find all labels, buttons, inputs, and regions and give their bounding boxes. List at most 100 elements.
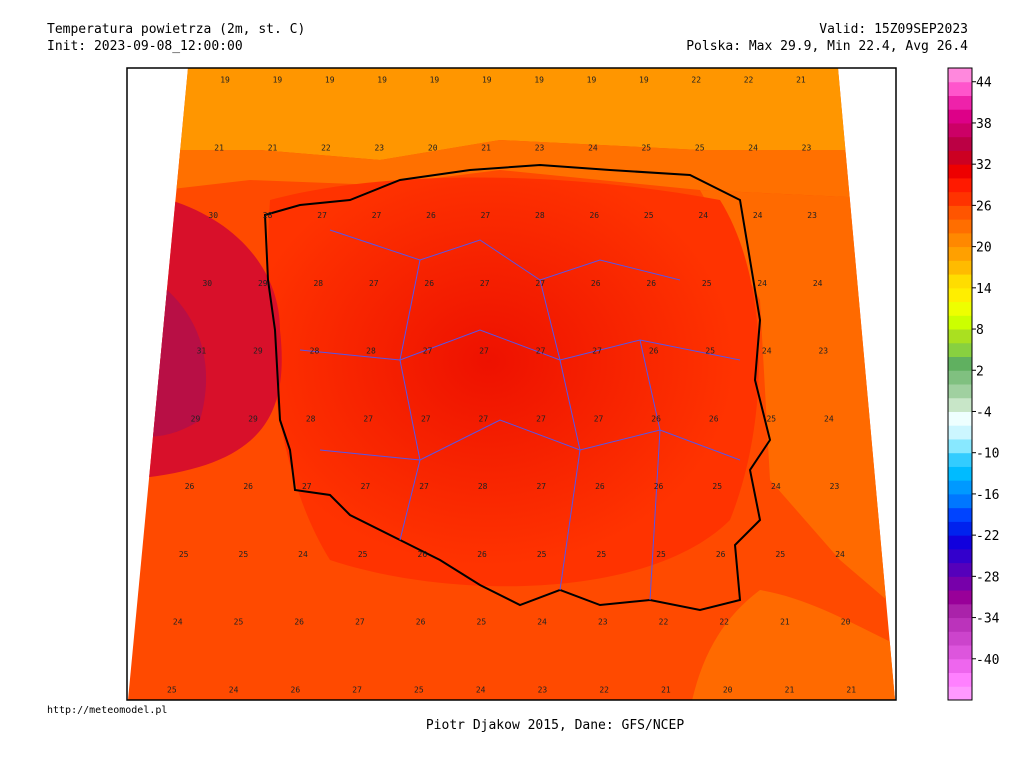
colorbar-segment bbox=[948, 617, 972, 632]
map-value: 24 bbox=[698, 211, 708, 220]
colorbar-segment bbox=[948, 562, 972, 577]
map-value: 23 bbox=[538, 686, 548, 695]
map-value: 25 bbox=[477, 618, 487, 627]
colorbar-label: -22 bbox=[976, 529, 999, 544]
map-value: 27 bbox=[363, 414, 373, 423]
init-time: Init: 2023-09-08_12:00:00 bbox=[47, 39, 243, 54]
map-value: 26 bbox=[426, 211, 436, 220]
map-value: 26 bbox=[424, 279, 434, 288]
map-value: 25 bbox=[597, 550, 607, 559]
colorbar-label: 2 bbox=[976, 364, 984, 379]
map-value: 27 bbox=[419, 482, 429, 491]
map-value: 24 bbox=[753, 211, 763, 220]
colorbar-label: -10 bbox=[976, 447, 999, 462]
map-value: 20 bbox=[428, 143, 438, 152]
map-value: 26 bbox=[591, 279, 601, 288]
colorbar-frame bbox=[947, 67, 973, 701]
stats: Polska: Max 29.9, Min 22.4, Avg 26.4 bbox=[686, 39, 968, 54]
colorbar-segment bbox=[948, 535, 972, 550]
poland-border bbox=[263, 163, 772, 612]
map-value: 25 bbox=[358, 550, 368, 559]
colorbar-segment bbox=[948, 645, 972, 660]
colorbar-segment bbox=[948, 452, 972, 467]
map-value: 27 bbox=[302, 482, 312, 491]
valid-time: Valid: 15Z09SEP2023 bbox=[819, 22, 968, 37]
map-value: 20 bbox=[841, 618, 851, 627]
map-value: 29 bbox=[253, 347, 263, 356]
colorbar-segment bbox=[948, 493, 972, 509]
map-value: 24 bbox=[835, 550, 845, 559]
map-value: 26 bbox=[595, 482, 605, 491]
map-value: 27 bbox=[479, 347, 489, 356]
colorbar-segment bbox=[948, 466, 972, 481]
map-value: 27 bbox=[421, 414, 431, 423]
colorbar-label: 38 bbox=[976, 117, 992, 132]
map-value: 23 bbox=[802, 143, 812, 152]
colorbar-label: 20 bbox=[976, 241, 992, 256]
map-value: 21 bbox=[796, 76, 806, 85]
colorbar-segment bbox=[948, 205, 972, 220]
map-value: 23 bbox=[598, 618, 608, 627]
map-value: 27 bbox=[479, 414, 489, 423]
map-value: 19 bbox=[639, 76, 649, 85]
colorbar-segment bbox=[948, 150, 972, 165]
map-value: 26 bbox=[651, 414, 661, 423]
colorbar-segment bbox=[948, 164, 972, 179]
map-value: 30 bbox=[208, 211, 218, 220]
map-value: 24 bbox=[771, 482, 781, 491]
map-value: 26 bbox=[589, 211, 599, 220]
map-value: 28 bbox=[306, 414, 316, 423]
map-value: 19 bbox=[482, 76, 492, 85]
map-value: 24 bbox=[762, 347, 772, 356]
map-value: 26 bbox=[709, 414, 719, 423]
map-value: 27 bbox=[355, 618, 365, 627]
colorbar-segment bbox=[948, 329, 972, 344]
map-value: 24 bbox=[588, 143, 598, 152]
map-value: 24 bbox=[229, 686, 239, 695]
colorbar-segment bbox=[948, 109, 972, 124]
colorbar: 44 38 32 26 20 14 8 2 -4 -10 -16 -22 -28 -34 -40 bbox=[948, 68, 1000, 701]
map-value: 25 bbox=[179, 550, 189, 559]
map-value: 25 bbox=[537, 550, 547, 559]
map-value: 26 bbox=[416, 618, 426, 627]
colorbar-segment bbox=[948, 315, 972, 330]
colorbar-segment bbox=[948, 232, 972, 248]
map-value: 19 bbox=[377, 76, 387, 85]
map-value: 22 bbox=[659, 618, 669, 627]
map-value: 26 bbox=[649, 347, 659, 356]
map-value: 28 bbox=[535, 211, 545, 220]
map-value: 21 bbox=[481, 143, 491, 152]
map-value: 25 bbox=[695, 143, 705, 152]
map-value: 27 bbox=[369, 279, 379, 288]
map-value: 27 bbox=[480, 279, 490, 288]
colorbar-label: -16 bbox=[976, 488, 999, 503]
map-value: 21 bbox=[214, 143, 224, 152]
map-value: 27 bbox=[361, 482, 371, 491]
url: http://meteomodel.pl bbox=[47, 705, 167, 716]
map-value: 23 bbox=[535, 143, 545, 152]
colorbar-segment bbox=[948, 548, 972, 564]
map-value: 27 bbox=[317, 211, 327, 220]
colorbar-segment bbox=[948, 301, 972, 316]
map-value: 27 bbox=[536, 482, 546, 491]
map-value: 25 bbox=[766, 414, 776, 423]
colorbar-segment bbox=[948, 507, 972, 522]
map-value: 24 bbox=[824, 414, 834, 423]
colorbar-segment bbox=[948, 274, 972, 289]
map-value: 22 bbox=[599, 686, 609, 695]
colorbar-segment bbox=[948, 603, 972, 619]
map-value: 25 bbox=[656, 550, 666, 559]
colorbar-segment bbox=[948, 590, 972, 605]
map-value: 27 bbox=[481, 211, 491, 220]
colorbar-label: -28 bbox=[976, 570, 999, 585]
colorbar-segment bbox=[948, 356, 972, 371]
map-value: 26 bbox=[243, 482, 253, 491]
colorbar-label: 14 bbox=[976, 282, 992, 297]
map-value: 24 bbox=[173, 618, 183, 627]
map-value: 19 bbox=[325, 76, 335, 85]
map-value: 25 bbox=[641, 143, 651, 152]
map-value: 26 bbox=[294, 618, 304, 627]
map-value: 26 bbox=[654, 482, 664, 491]
map-value: 25 bbox=[644, 211, 654, 220]
colorbar-segment bbox=[948, 384, 972, 399]
